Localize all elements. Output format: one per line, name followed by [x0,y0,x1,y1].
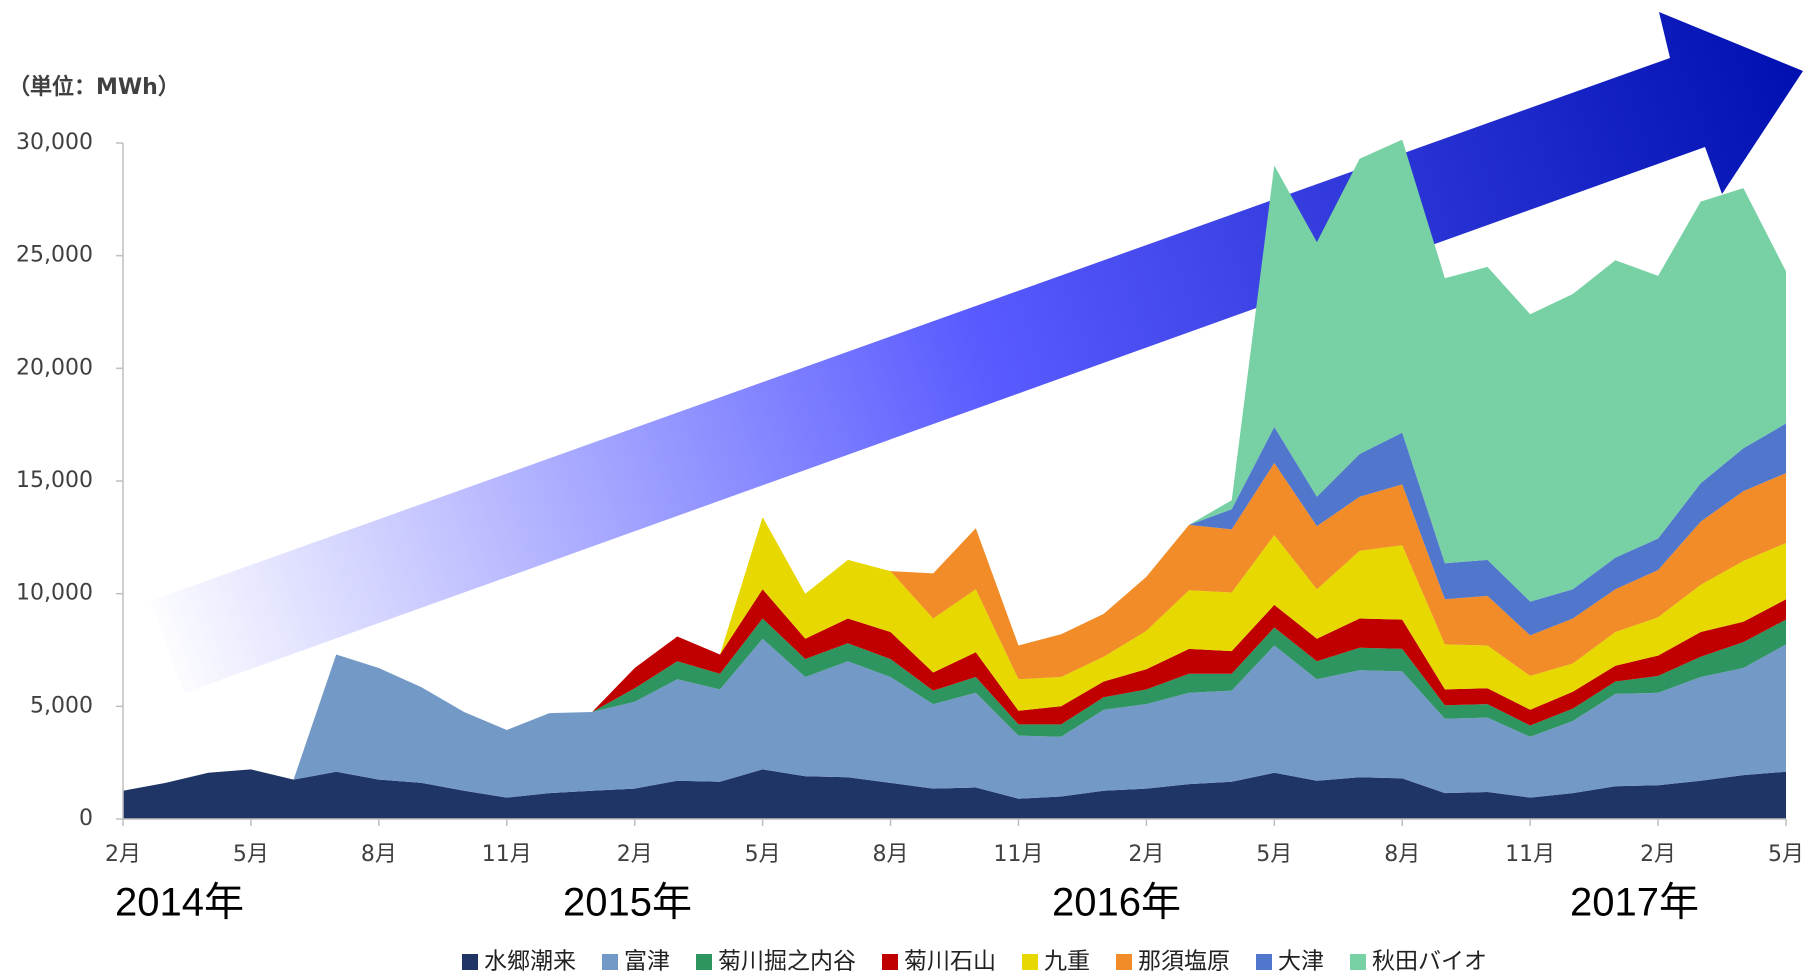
y-tick-label: 25,000 [16,243,93,268]
legend-label: 菊川掘之内谷 [718,949,856,975]
area [123,769,1786,819]
area [123,589,1786,791]
x-tick-label: 2月 [1640,842,1676,867]
legend: 水郷潮来 富津 菊川掘之内谷 菊川石山 九重 那須塩原 大津 秋田バイオ [462,949,1487,975]
x-tick-label: 11月 [1505,842,1555,867]
year-label: 2016年 [1052,881,1181,925]
year-label: 2015年 [563,881,692,925]
legend-swatch [1116,954,1132,970]
area [123,638,1786,799]
y-tick-label: 20,000 [16,355,93,380]
area [123,139,1786,791]
year-label: 2017年 [1570,881,1699,925]
legend-swatch [1022,954,1038,970]
legend-swatch [602,954,618,970]
x-tick-label: 8月 [361,842,397,867]
legend-swatch [696,954,712,970]
x-tick-label: 5月 [1768,842,1804,867]
x-tick-label: 5月 [1256,842,1292,867]
legend-label: 大津 [1278,949,1324,975]
legend-label: 富津 [624,949,670,975]
x-tick-label: 11月 [993,842,1043,867]
y-tick-label: 30,000 [16,130,93,155]
legend-swatch [882,954,898,970]
legend-swatch [462,954,478,970]
x-tick-label: 2月 [105,842,141,867]
y-tick-label: 5,000 [30,693,93,718]
y-tick-label: 15,000 [16,468,93,493]
legend-swatch [1350,954,1366,970]
x-tick-label: 8月 [873,842,909,867]
legend-label: 秋田バイオ [1372,949,1487,975]
legend-label: 那須塩原 [1138,949,1230,975]
x-tick-label: 2月 [1128,842,1164,867]
area [123,618,1786,791]
legend-label: 九重 [1044,949,1090,975]
area [123,463,1786,791]
legend-swatch [1256,954,1272,970]
legend-label: 水郷潮来 [484,949,576,975]
y-tick-label: 10,000 [16,581,93,606]
area [123,517,1786,791]
x-tick-label: 2月 [617,842,653,867]
year-label: 2014年 [115,881,244,925]
unit-label: （単位：MWh） [8,74,180,100]
x-tick-label: 8月 [1384,842,1420,867]
legend-label: 菊川石山 [904,949,996,975]
x-tick-label: 5月 [745,842,781,867]
x-tick-label: 11月 [482,842,532,867]
y-tick-label: 0 [79,806,93,831]
x-tick-label: 5月 [233,842,269,867]
